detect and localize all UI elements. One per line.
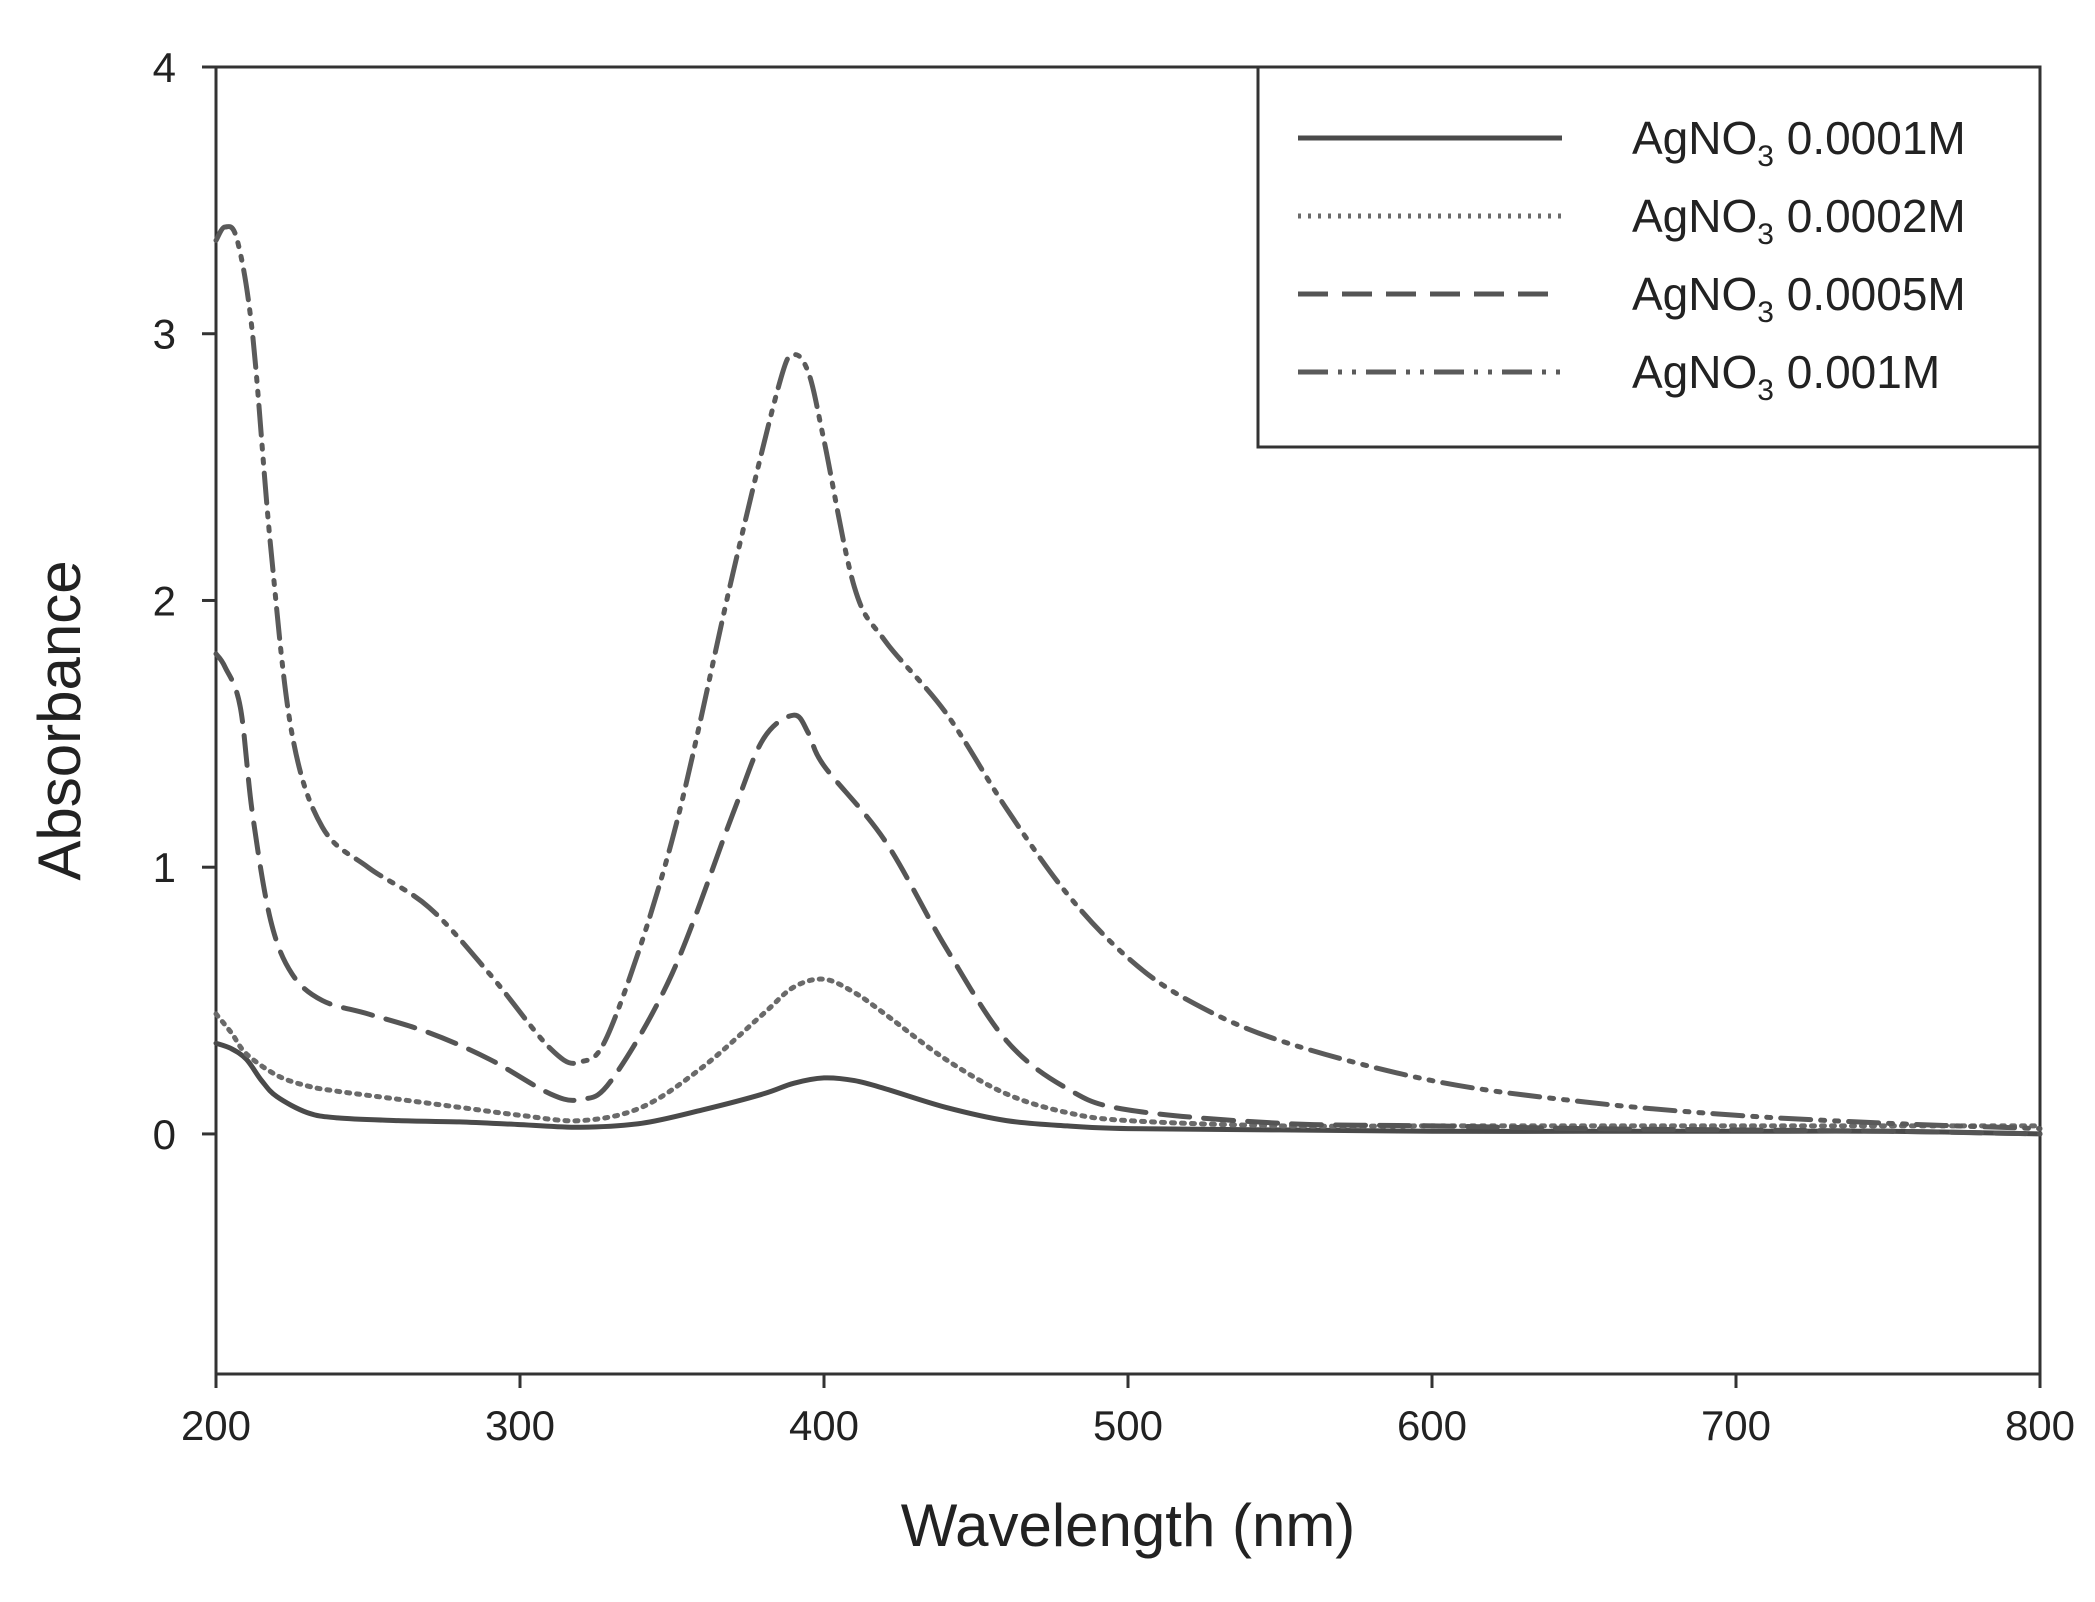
legend-label-3: AgNO3 0.0005M: [1632, 268, 1966, 329]
y-tick-label: 4: [153, 44, 176, 91]
x-tick-label: 400: [789, 1402, 859, 1449]
legend-label-subscript: 3: [1757, 218, 1774, 251]
legend-label-subscript: 3: [1757, 296, 1774, 329]
legend-label-suffix: 0.001M: [1774, 346, 1940, 398]
series-line-2: [213, 976, 2043, 1129]
legend-label-prefix: AgNO: [1632, 112, 1757, 164]
y-tick-label: 1: [153, 844, 176, 891]
series-line-1: [213, 1040, 2043, 1137]
x-tick-label: 500: [1093, 1402, 1163, 1449]
legend-box: [1256, 65, 2042, 449]
legend-label-prefix: AgNO: [1632, 268, 1757, 320]
legend-label-prefix: AgNO: [1632, 190, 1757, 242]
x-tick-label: 200: [181, 1402, 251, 1449]
legend-label-1: AgNO3 0.0001M: [1632, 112, 1966, 173]
y-tick-label: 2: [153, 577, 176, 624]
y-axis-title: Absorbance: [26, 560, 93, 880]
legend-label-prefix: AgNO: [1632, 346, 1757, 398]
y-tick-label: 0: [153, 1111, 176, 1158]
y-tick-label: 3: [153, 311, 176, 358]
x-tick-label: 300: [485, 1402, 555, 1449]
legend-label-suffix: 0.0005M: [1774, 268, 1966, 320]
legend-label-subscript: 3: [1757, 374, 1774, 407]
legend-label-2: AgNO3 0.0002M: [1632, 190, 1966, 251]
legend-label-suffix: 0.0001M: [1774, 112, 1966, 164]
legend-label-suffix: 0.0002M: [1774, 190, 1966, 242]
x-axis-title: Wavelength (nm): [901, 1492, 1356, 1559]
series-line-4: [213, 224, 2043, 1132]
x-tick-label: 600: [1397, 1402, 1467, 1449]
ticks-layer: 200 300 400 500 600 700 800 0 1 2 3 4: [153, 44, 2075, 1449]
x-tick-label: 700: [1701, 1402, 1771, 1449]
legend-label-subscript: 3: [1757, 140, 1774, 173]
series-line-3: [213, 651, 2043, 1137]
legend-label-4: AgNO3 0.001M: [1632, 346, 1940, 407]
x-tick-label: 800: [2005, 1402, 2075, 1449]
series-layer: [213, 224, 2043, 1137]
